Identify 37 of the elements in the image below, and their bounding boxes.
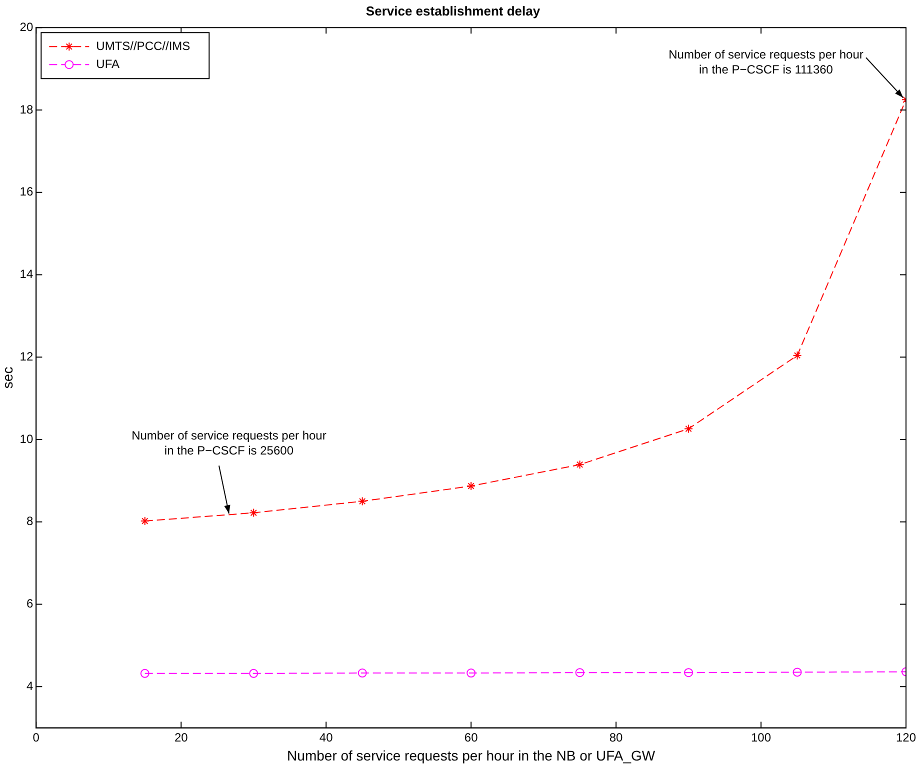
point [466,482,476,491]
point [249,508,258,518]
x-tick-label: 80 [609,730,624,744]
legend-label: UFA [96,56,120,71]
y-tick-label: 20 [20,20,34,34]
y-tick-label: 10 [20,432,34,446]
annotation: Number of service requests per hour in the P−CSCF is 25600 [132,428,326,458]
y-tick-label: 14 [20,267,34,282]
x-tick-label: 100 [751,730,772,744]
y-axis-title: sec [0,366,16,389]
chart-title: Service establishment delay [366,3,541,18]
x-axis-title: Number of service requests per hour in the NB or UFA_GW [287,747,656,764]
annotation: Number of service requests per hour in the P−CSCF is 111360 [668,47,864,76]
point [575,460,584,470]
legend-label: UMTS//PCC//IMS [96,38,190,53]
x-tick-label: 0 [32,730,40,744]
y-tick-label: 8 [26,514,34,528]
point [358,496,367,506]
x-tick-label: 60 [464,730,478,744]
point [792,668,802,677]
point [684,668,694,678]
point [466,668,476,678]
point [792,350,802,360]
point [140,668,150,678]
x-tick-label: 40 [319,730,334,744]
point [358,668,367,678]
point [684,424,694,434]
point [140,516,150,526]
x-tick-label: 20 [174,730,188,744]
y-tick-label: 4 [26,678,34,693]
y-tick-label: 12 [20,349,34,364]
x-tick-label: 120 [896,730,916,744]
point [575,668,584,678]
y-tick-label: 16 [20,184,34,199]
point [249,668,258,678]
y-tick-label: 6 [26,596,34,611]
y-tick-label: 18 [20,102,34,116]
